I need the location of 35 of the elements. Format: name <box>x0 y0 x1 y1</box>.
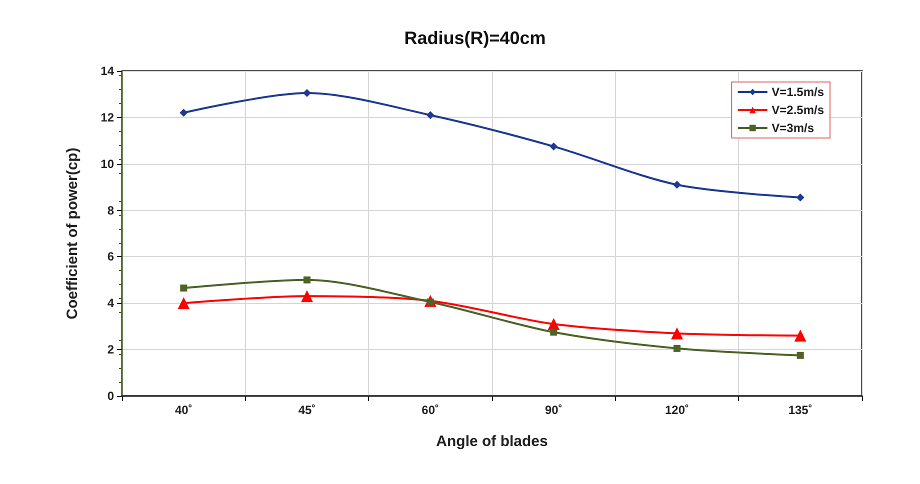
x-tick-label: 135˚ <box>788 403 812 417</box>
point <box>178 297 190 310</box>
y-axis-title: Coefficient of power(cp) <box>64 148 81 320</box>
point <box>673 180 681 189</box>
x-axis-title: Angle of blades <box>436 433 548 450</box>
x-tick-label: 120˚ <box>664 403 690 417</box>
y-tick-label: 12 <box>100 110 114 124</box>
point <box>304 276 310 284</box>
point <box>180 284 188 292</box>
point <box>796 352 804 359</box>
y-tick-label: 2 <box>107 342 114 357</box>
point <box>796 194 804 202</box>
legend-label: V=1.5m/s <box>772 85 824 99</box>
point <box>180 108 188 117</box>
point <box>426 111 434 120</box>
y-tick-label: 0 <box>107 389 114 403</box>
point <box>550 328 558 336</box>
x-tick-label: 60˚ <box>422 403 440 417</box>
point <box>550 142 558 150</box>
legend-label: V=2.5m/s <box>772 103 824 117</box>
x-tick-label: 40˚ <box>174 403 192 417</box>
y-tick-label: 4 <box>107 296 114 310</box>
legend-label: V=3m/s <box>772 121 814 135</box>
point <box>794 330 806 342</box>
point <box>303 89 311 98</box>
chart-title: Radius(R)=40cm <box>404 28 546 48</box>
y-tick-label: 6 <box>107 250 114 264</box>
y-tick-label: 14 <box>100 64 114 78</box>
point <box>671 327 683 340</box>
y-tick-label: 10 <box>100 156 114 171</box>
x-tick-label: 90˚ <box>544 403 562 417</box>
x-tick-label: 45˚ <box>298 403 316 417</box>
point <box>674 344 680 352</box>
point <box>301 290 313 302</box>
y-tick-label: 8 <box>107 203 114 218</box>
